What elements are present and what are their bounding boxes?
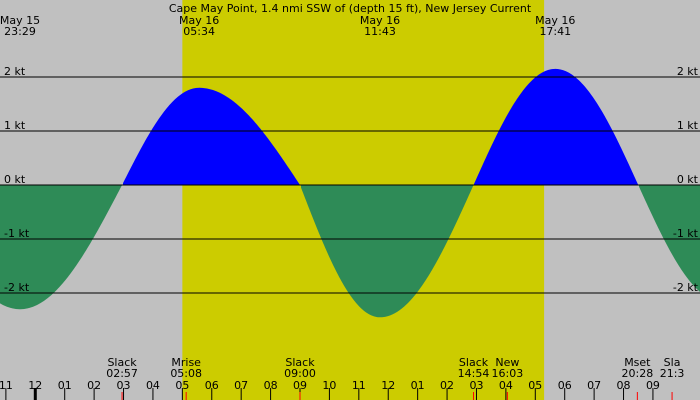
x-tick-label-22: 09 [646,379,660,392]
event-label-2: Slack [285,356,315,369]
event-time-0: 02:57 [106,367,138,380]
extreme-date-0: May 15 [0,14,40,27]
extreme-date-2: May 16 [360,14,400,27]
event-time-4: 16:03 [492,367,524,380]
event-time-6: 21:3 [660,367,685,380]
y-tick-label-left-0: 2 kt [4,65,26,78]
x-tick-label-4: 03 [117,379,131,392]
x-tick-label-3: 02 [87,379,101,392]
x-tick-label-6: 05 [175,379,189,392]
event-label-0: Slack [107,356,137,369]
extreme-date-3: May 16 [535,14,575,27]
x-tick-label-20: 07 [587,379,601,392]
x-tick-label-1: 12 [28,379,42,392]
x-tick-label-21: 08 [617,379,631,392]
y-tick-label-left-1: 1 kt [4,119,26,132]
event-time-2: 09:00 [284,367,316,380]
event-time-5: 20:28 [622,367,654,380]
event-label-4: New [495,356,519,369]
event-label-5: Mset [624,356,651,369]
x-tick-label-7: 06 [205,379,219,392]
x-tick-label-8: 07 [234,379,248,392]
y-tick-label-right-2: 0 kt [677,173,699,186]
y-tick-label-left-4: -2 kt [4,281,30,294]
chart-title: Cape May Point, 1.4 nmi SSW of (depth 15… [169,2,532,15]
x-tick-label-2: 01 [58,379,72,392]
flood-area-1 [123,87,301,185]
extreme-time-1: 05:34 [183,25,215,38]
event-label-1: Mrise [171,356,201,369]
event-label-6: Sla [664,356,681,369]
flood-area-3 [474,68,639,185]
x-tick-label-12: 11 [352,379,366,392]
extreme-date-1: May 16 [179,14,219,27]
x-tick-label-5: 04 [146,379,160,392]
y-tick-label-right-3: -1 kt [673,227,699,240]
y-tick-label-right-1: 1 kt [677,119,699,132]
extreme-time-0: 23:29 [4,25,36,38]
y-tick-label-right-4: -2 kt [673,281,699,294]
y-tick-label-right-0: 2 kt [677,65,699,78]
x-tick-label-14: 01 [411,379,425,392]
current-areas [0,68,700,318]
event-labels: Slack02:57Mrise05:08Slack09:00Slack14:54… [106,356,684,380]
x-tick-label-9: 08 [264,379,278,392]
x-tick-label-16: 03 [469,379,483,392]
x-tick-label-11: 10 [322,379,336,392]
event-label-3: Slack [459,356,489,369]
ebb-area-4 [639,185,700,292]
event-time-1: 05:08 [170,367,202,380]
event-time-3: 14:54 [458,367,490,380]
x-tick-label-17: 04 [499,379,513,392]
ebb-area-2 [301,185,474,318]
extreme-time-3: 17:41 [539,25,571,38]
x-tick-label-18: 05 [528,379,542,392]
extreme-time-2: 11:43 [364,25,396,38]
y-tick-label-left-3: -1 kt [4,227,30,240]
ebb-area-0 [0,185,123,310]
x-tick-label-10: 09 [293,379,307,392]
grid-lines [0,76,700,294]
x-tick-label-19: 06 [558,379,572,392]
y-axis-labels: 2 kt 2 kt 1 kt 1 kt 0 kt 0 kt -1 kt -1 kt -2 kt -… [4,65,699,294]
x-tick-label-13: 12 [381,379,395,392]
x-tick-label-0: 11 [0,379,13,392]
x-tick-label-15: 02 [440,379,454,392]
y-tick-label-left-2: 0 kt [4,173,26,186]
x-axis: 11 12 01 02 03 04 05 06 07 08 09 10 11 12 01 02 03 04 05 06… [0,379,673,400]
